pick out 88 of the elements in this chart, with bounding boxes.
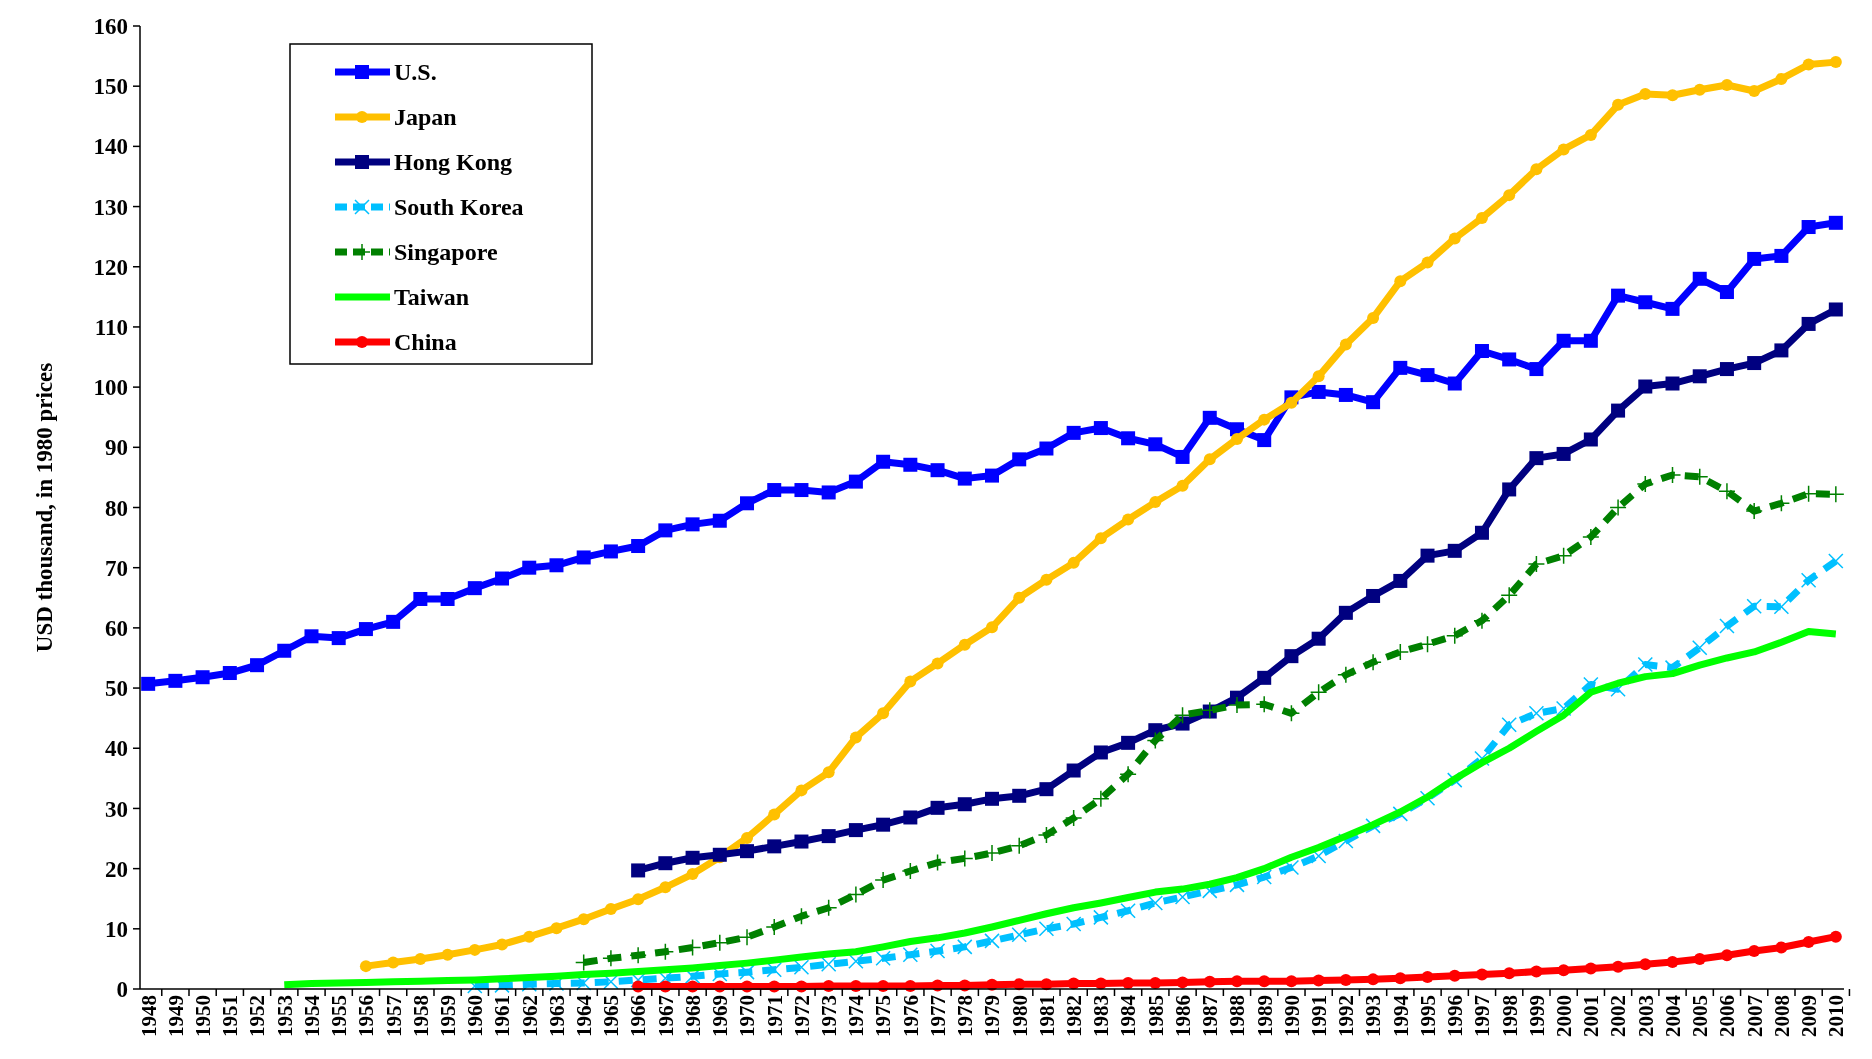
x-tick-label: 1963 [544, 995, 569, 1037]
x-tick-label: 1985 [1143, 995, 1168, 1037]
x-tick-label: 1950 [190, 995, 215, 1037]
legend-label: Japan [394, 104, 457, 131]
x-tick-label: 1999 [1524, 995, 1549, 1037]
x-tick-label: 1958 [408, 995, 433, 1037]
x-tick-label: 1973 [817, 995, 842, 1037]
x-tick-label: 1988 [1225, 995, 1250, 1037]
y-tick-label: 130 [93, 194, 128, 220]
y-tick-label: 110 [94, 314, 128, 340]
x-tick-label: 1960 [463, 995, 488, 1037]
x-tick-label: 1979 [980, 995, 1005, 1037]
legend-label: South Korea [394, 194, 524, 221]
x-tick-label: 1953 [272, 995, 297, 1037]
x-tick-label: 1990 [1279, 995, 1304, 1037]
x-tick-label: 1994 [1388, 994, 1413, 1037]
x-tick-label: 2001 [1579, 995, 1604, 1037]
x-tick-label: 1971 [762, 995, 787, 1037]
x-tick-label: 1955 [327, 995, 352, 1037]
legend-label: China [394, 329, 457, 356]
x-tick-label: 2009 [1796, 995, 1821, 1037]
x-tick-label: 1991 [1307, 995, 1331, 1037]
y-tick-label: 140 [93, 134, 128, 160]
x-tick-label: 1966 [626, 995, 651, 1037]
x-tick-label: 1951 [218, 995, 243, 1037]
x-tick-label: 1948 [136, 995, 161, 1037]
y-tick-label: 60 [105, 615, 128, 641]
x-tick-label: 2007 [1742, 995, 1767, 1037]
x-tick-label: 1996 [1443, 995, 1468, 1037]
y-axis-title: USD thousand, in 1980 prices [32, 362, 57, 653]
x-tick-label: 1992 [1334, 995, 1359, 1037]
x-tick-label: 1978 [953, 995, 978, 1037]
y-tick-label: 50 [105, 676, 128, 702]
y-tick-label: 70 [105, 555, 128, 581]
x-tick-label: 1970 [735, 995, 760, 1037]
x-tick-label: 1952 [245, 995, 270, 1037]
x-tick-label: 1957 [381, 995, 406, 1037]
x-tick-label: 2006 [1715, 995, 1740, 1037]
y-tick-label: 100 [93, 375, 128, 401]
x-tick-label: 1965 [599, 995, 624, 1037]
x-tick-label: 1995 [1415, 995, 1440, 1037]
x-tick-label: 1972 [789, 995, 814, 1037]
x-tick-label: 2003 [1633, 995, 1658, 1037]
x-tick-label: 1954 [299, 994, 324, 1037]
x-tick-label: 1987 [1198, 995, 1223, 1037]
x-tick-label: 2010 [1824, 995, 1849, 1037]
x-tick-label: 1984 [1116, 994, 1141, 1037]
y-tick-label: 80 [105, 495, 128, 521]
x-tick-label: 1976 [898, 995, 923, 1037]
y-tick-label: 40 [105, 736, 128, 762]
x-tick-label: 1967 [653, 995, 678, 1037]
legend-label: Singapore [394, 239, 498, 266]
x-tick-label: 1956 [354, 995, 379, 1037]
x-tick-label: 2002 [1606, 995, 1631, 1037]
x-tick-label: 1982 [1062, 995, 1087, 1037]
y-tick-label: 120 [93, 254, 128, 280]
x-tick-label: 1980 [1007, 995, 1032, 1037]
x-tick-label: 1993 [1361, 995, 1386, 1037]
x-tick-label: 1997 [1470, 995, 1495, 1037]
x-tick-label: 2000 [1551, 995, 1576, 1037]
y-tick-label: 150 [93, 74, 128, 100]
x-tick-label: 1969 [708, 995, 733, 1037]
x-tick-label: 1949 [163, 995, 188, 1037]
y-tick-label: 30 [105, 796, 128, 822]
x-tick-label: 2008 [1769, 995, 1794, 1037]
y-tick-label: 10 [105, 916, 128, 942]
y-tick-label: 160 [93, 14, 128, 40]
legend-label: Taiwan [394, 284, 470, 311]
y-tick-label: 0 [116, 977, 128, 1003]
x-tick-label: 2005 [1688, 995, 1713, 1037]
legend-label: U.S. [394, 59, 437, 86]
x-tick-label: 1981 [1034, 995, 1059, 1037]
x-tick-label: 1974 [844, 994, 869, 1037]
x-tick-label: 1983 [1089, 995, 1114, 1037]
x-tick-label: 1959 [435, 995, 460, 1037]
x-tick-label: 1977 [925, 995, 950, 1037]
legend-label: Hong Kong [394, 149, 513, 176]
y-tick-label: 90 [105, 435, 128, 461]
x-tick-label: 1962 [517, 995, 542, 1037]
x-tick-label: 1968 [680, 995, 705, 1037]
x-tick-label: 1989 [1252, 995, 1277, 1037]
x-tick-label: 1986 [1170, 995, 1195, 1037]
x-tick-label: 1998 [1497, 995, 1522, 1037]
x-tick-label: 1975 [871, 995, 896, 1037]
y-tick-label: 20 [105, 856, 128, 882]
x-tick-label: 1964 [572, 994, 597, 1037]
x-tick-label: 1961 [490, 995, 515, 1037]
x-tick-label: 2004 [1660, 994, 1685, 1037]
